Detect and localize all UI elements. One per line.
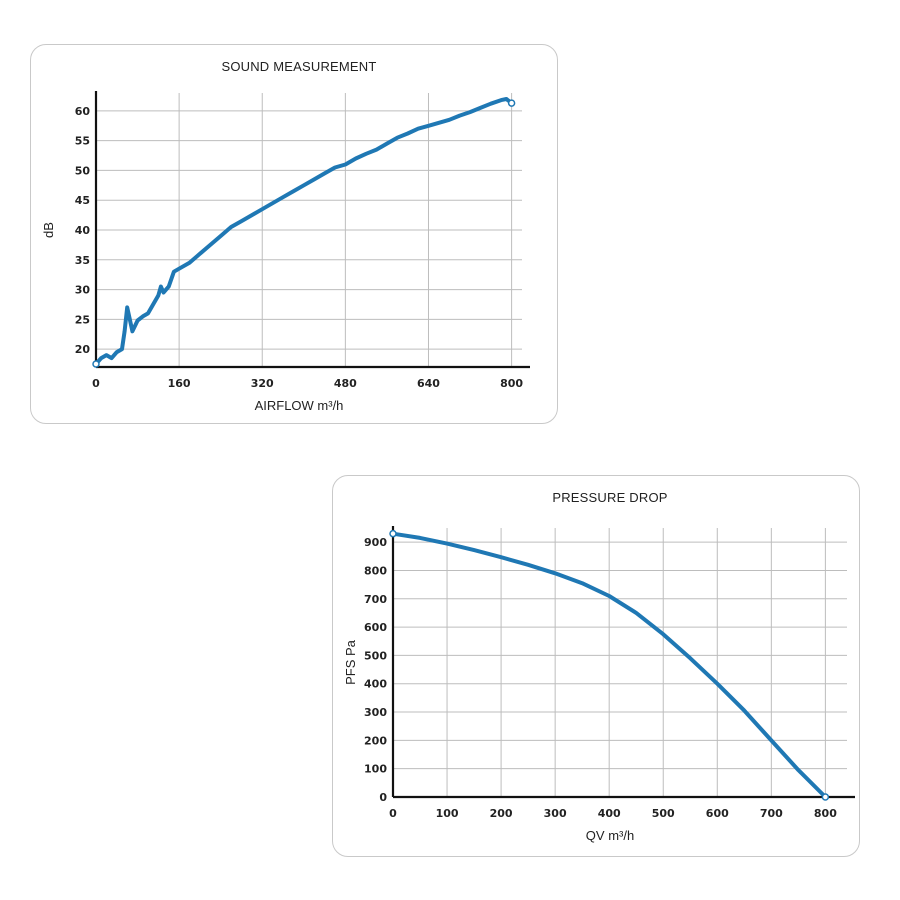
y-tick-label: 20 bbox=[75, 343, 91, 356]
y-tick-label: 60 bbox=[75, 105, 91, 118]
series-line bbox=[391, 531, 828, 799]
series-line bbox=[94, 97, 514, 366]
x-tick-label: 500 bbox=[652, 807, 675, 820]
x-tick-label: 160 bbox=[168, 377, 191, 390]
x-axis-title: AIRFLOW m³/h bbox=[255, 398, 344, 413]
x-tick-label: 800 bbox=[814, 807, 837, 820]
y-tick-label: 300 bbox=[364, 706, 387, 719]
y-tick-label: 50 bbox=[75, 164, 91, 177]
x-tick-label: 640 bbox=[417, 377, 440, 390]
x-tick-label: 0 bbox=[389, 807, 397, 820]
x-tick-label: 600 bbox=[706, 807, 729, 820]
sound-measurement-card: SOUND MEASUREMENT 0 160 320 480 640 800 20 25 30 3… bbox=[30, 44, 558, 424]
x-tick-label: 320 bbox=[251, 377, 274, 390]
y-tick-label: 0 bbox=[379, 791, 387, 804]
x-tick-label: 480 bbox=[334, 377, 357, 390]
x-axis-title: QV m³/h bbox=[586, 828, 634, 843]
y-tick-label: 400 bbox=[364, 678, 387, 691]
x-tick-label: 800 bbox=[500, 377, 523, 390]
x-tick-label: 100 bbox=[436, 807, 459, 820]
y-axis-title: PFS Pa bbox=[343, 639, 358, 685]
x-tick-label: 400 bbox=[598, 807, 621, 820]
y-tick-label: 700 bbox=[364, 593, 387, 606]
y-tick-label: 45 bbox=[75, 194, 90, 207]
pressure-drop-card: PRESSURE DROP 0 100 200 300 400 500 600 700 800 0 1… bbox=[332, 475, 860, 857]
chart-title: PRESSURE DROP bbox=[552, 490, 667, 505]
series-endpoint bbox=[507, 99, 516, 107]
x-tick-label: 700 bbox=[760, 807, 783, 820]
y-tick-label: 25 bbox=[75, 313, 90, 326]
y-tick-label: 40 bbox=[75, 224, 91, 237]
y-tick-label: 100 bbox=[364, 763, 387, 776]
y-tick-label: 200 bbox=[364, 734, 387, 747]
y-tick-label: 900 bbox=[364, 536, 387, 549]
chart-title: SOUND MEASUREMENT bbox=[221, 59, 376, 74]
x-tick-label: 200 bbox=[490, 807, 513, 820]
x-tick-label: 0 bbox=[92, 377, 100, 390]
series-endpoint bbox=[389, 529, 397, 538]
y-tick-label: 800 bbox=[364, 564, 387, 577]
pressure-drop-chart: PRESSURE DROP 0 100 200 300 400 500 600 700 800 0 1… bbox=[343, 490, 855, 843]
y-tick-label: 35 bbox=[75, 254, 90, 267]
y-tick-label: 600 bbox=[364, 621, 387, 634]
y-axis-title: dB bbox=[41, 222, 56, 238]
series-endpoint bbox=[92, 360, 100, 368]
sound-measurement-chart: SOUND MEASUREMENT 0 160 320 480 640 800 20 25 30 3… bbox=[41, 59, 530, 413]
y-tick-label: 30 bbox=[75, 284, 91, 297]
series-endpoint bbox=[821, 793, 830, 801]
y-tick-label: 55 bbox=[75, 135, 90, 148]
x-tick-label: 300 bbox=[544, 807, 567, 820]
y-tick-label: 500 bbox=[364, 649, 387, 662]
